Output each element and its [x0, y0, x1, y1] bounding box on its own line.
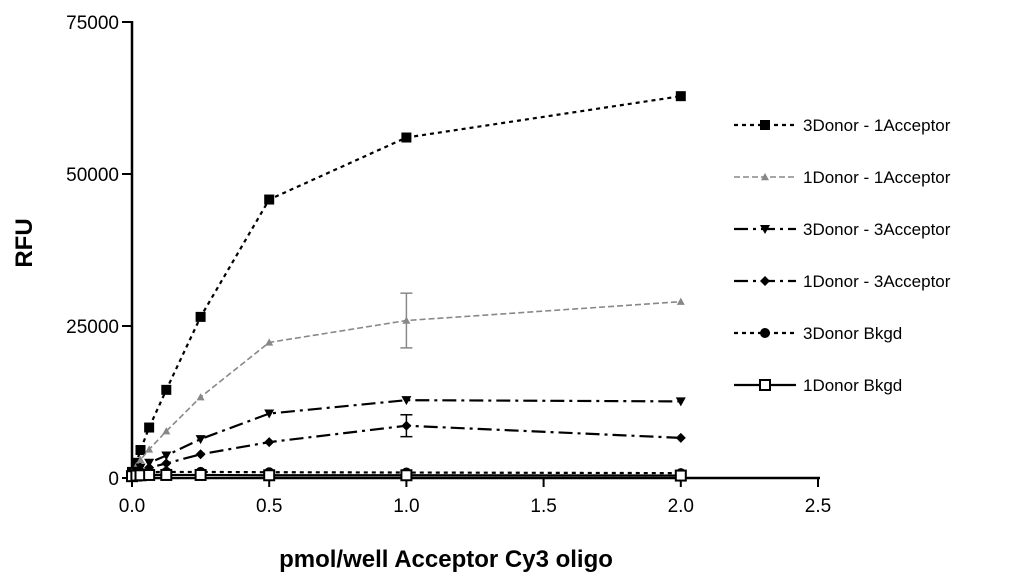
data-point [136, 455, 145, 463]
data-point [760, 120, 770, 130]
data-point [264, 409, 275, 419]
data-point [135, 445, 146, 456]
data-point [145, 445, 154, 453]
data-point [264, 437, 275, 448]
data-point [194, 468, 207, 481]
x-tick-label: 2.0 [668, 496, 694, 517]
data-point [195, 311, 206, 322]
data-point [401, 132, 412, 143]
data-point [402, 316, 411, 324]
data-point [675, 432, 686, 443]
y-tick-label: 0 [108, 469, 119, 490]
x-axis-title: pmol/well Acceptor Cy3 oligo [279, 546, 613, 573]
x-tick-label: 1.5 [530, 496, 556, 517]
series-layer [126, 91, 687, 483]
data-point [401, 420, 412, 431]
legend-label: 3Donor - 1Acceptor [803, 116, 951, 135]
data-point [265, 338, 274, 346]
legend-item: 1Donor - 3Acceptor [734, 272, 951, 291]
x-tick-label: 1.0 [393, 496, 419, 517]
data-point [401, 396, 412, 406]
legend-label: 1Donor - 1Acceptor [803, 168, 951, 187]
y-tick-label: 50000 [66, 165, 119, 186]
data-point [195, 435, 206, 445]
data-point [162, 427, 171, 435]
series-6 [126, 468, 687, 483]
legend-label: 3Donor Bkgd [803, 324, 902, 343]
legend-label: 1Donor - 3Acceptor [803, 272, 951, 291]
data-point [161, 451, 172, 461]
data-point [760, 276, 770, 286]
y-tick-label: 25000 [66, 317, 119, 338]
legend: 3Donor - 1Acceptor 1Donor - 1Acceptor 3Don… [734, 116, 951, 395]
legend-item: 3Donor Bkgd [734, 324, 902, 343]
legend-item: 1Donor - 1Acceptor [734, 168, 951, 187]
data-point [759, 379, 771, 391]
data-point [674, 469, 687, 482]
axes: 0.0 0.5 1.0 1.5 2.0 2.5 0 25000 50000 75000 [66, 13, 831, 517]
series-2 [128, 292, 685, 476]
data-point [760, 225, 770, 234]
y-axis-title: RFU [11, 218, 38, 267]
y-tick-label: 75000 [66, 13, 119, 34]
data-point [195, 449, 206, 460]
data-point [676, 297, 685, 305]
data-point [161, 458, 172, 469]
data-point [760, 328, 770, 338]
data-point [160, 468, 173, 481]
data-point [400, 469, 413, 482]
data-point [143, 468, 156, 481]
data-point [161, 384, 172, 395]
legend-item: 3Donor - 1Acceptor [734, 116, 951, 135]
data-point [264, 194, 275, 205]
x-tick-label: 0.5 [256, 496, 282, 517]
data-point [761, 173, 769, 181]
data-point [263, 469, 276, 482]
legend-item: 3Donor - 3Acceptor [734, 220, 951, 239]
data-point [196, 393, 205, 401]
data-point [144, 422, 155, 433]
legend-item: 1Donor Bkgd [734, 376, 902, 395]
legend-label: 3Donor - 3Acceptor [803, 220, 951, 239]
series-3 [127, 396, 686, 479]
x-tick-label: 0.0 [119, 496, 145, 517]
data-point [675, 397, 686, 407]
x-tick-label: 2.5 [805, 496, 831, 517]
legend-label: 1Donor Bkgd [803, 376, 902, 395]
data-point [675, 91, 686, 102]
